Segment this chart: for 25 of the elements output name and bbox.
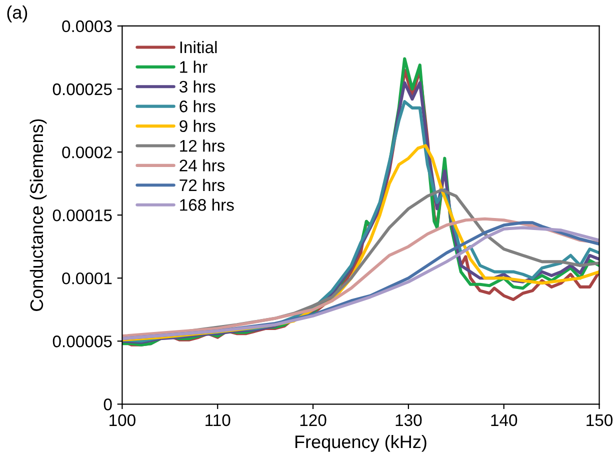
y-tick-label: 0.0003 (62, 20, 112, 32)
y-tick-label: 0.00025 (52, 83, 112, 96)
legend-label: 9 hrs (180, 120, 216, 132)
legend-label: 3 hrs (179, 80, 216, 93)
y-tick-label: 0.0002 (62, 146, 112, 158)
y-axis-title: Conductance (Siemens) (30, 119, 47, 311)
legend-label: 72 hrs (180, 178, 225, 192)
x-axis-title: Frequency (kHz) (295, 434, 426, 452)
x-tick-label: 120 (300, 414, 326, 426)
x-tick-label: 140 (491, 414, 518, 426)
legend-label: 24 hrs (180, 159, 225, 172)
text: (a) (7, 6, 28, 22)
y-tick-label: 0.0001 (62, 272, 112, 284)
x-tick-label: 130 (396, 414, 422, 426)
legend-label: Initial (180, 40, 217, 54)
y-tick-label: 0.00005 (52, 336, 112, 348)
y-tick-label: 0 (104, 398, 112, 410)
x-tick-label: 110 (206, 414, 230, 426)
y-tick-label: 0.00015 (52, 209, 112, 222)
x-tick-label: 150 (586, 414, 613, 426)
legend-label: 12 hrs (180, 140, 225, 152)
legend-label: 168 hrs (180, 198, 234, 211)
legend-label: 6 hrs (180, 100, 216, 112)
x-tick-label: 100 (110, 414, 136, 426)
legend-label: 1 hr (180, 60, 208, 73)
